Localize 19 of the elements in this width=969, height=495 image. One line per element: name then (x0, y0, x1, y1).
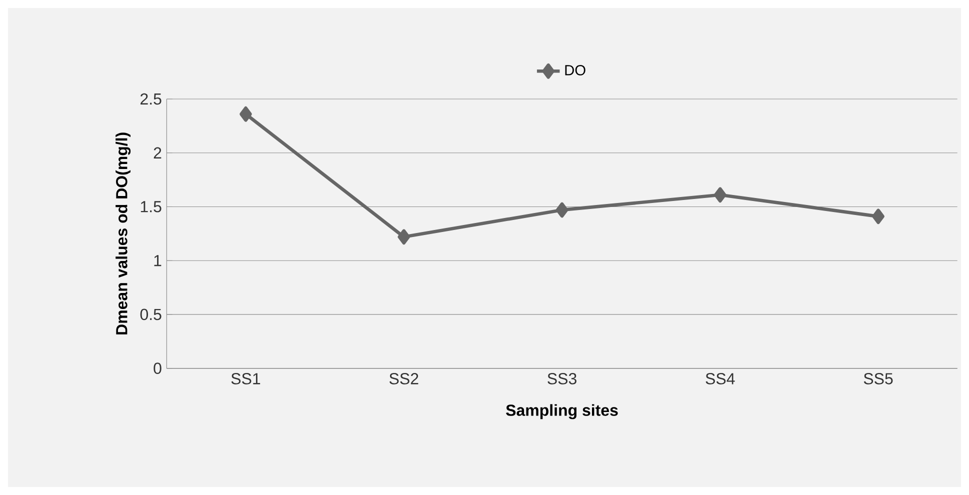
x-tick-label: SS5 (864, 373, 893, 384)
point (240, 106, 252, 122)
x-axis-title: Sampling sites (506, 404, 618, 420)
y-tick-label: 0 (154, 362, 162, 374)
x-tick-label: SS2 (389, 373, 418, 384)
y-tick-label: 2.5 (140, 93, 162, 105)
point (398, 229, 410, 245)
x-tick-label: SS4 (706, 373, 735, 384)
y-tick-label: 1.5 (140, 201, 162, 212)
y-axis-title: Dmean values od DO(mg/l) (116, 132, 131, 334)
x-tick-label: SS3 (548, 373, 576, 384)
point (714, 187, 726, 203)
x-tick-label: SS1 (231, 373, 260, 384)
y-tick-label: 2 (154, 147, 162, 158)
point (556, 202, 568, 218)
point (872, 208, 884, 224)
y-tick-label: 0.5 (140, 308, 162, 320)
y-tick-label: 1 (154, 255, 162, 266)
legend-label: DO (565, 65, 586, 76)
